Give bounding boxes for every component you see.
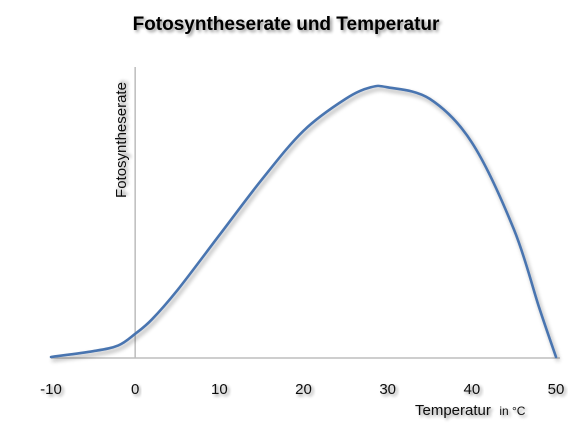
series-line xyxy=(49,84,558,359)
y-axis-label: Fotosyntheserate xyxy=(113,82,130,198)
x-tick-label: 20 xyxy=(295,381,312,398)
x-tick-label: 30 xyxy=(379,381,396,398)
x-axis-label: Temperatur xyxy=(415,402,491,419)
x-axis-label-group: Temperatur in °C xyxy=(415,402,526,419)
chart-title: Fotosyntheserate und Temperatur xyxy=(133,14,440,35)
x-tick-label: 0 xyxy=(131,381,139,398)
x-tick-label: -10 xyxy=(40,381,62,398)
x-axis-unit: in °C xyxy=(499,404,525,418)
series-group xyxy=(49,84,558,359)
axes xyxy=(51,67,560,359)
x-tick-label: 40 xyxy=(463,381,480,398)
x-tick-label: 10 xyxy=(211,381,228,398)
x-tick-labels: -10 0 10 20 30 40 50 xyxy=(40,381,564,398)
x-tick-label: 50 xyxy=(548,381,565,398)
